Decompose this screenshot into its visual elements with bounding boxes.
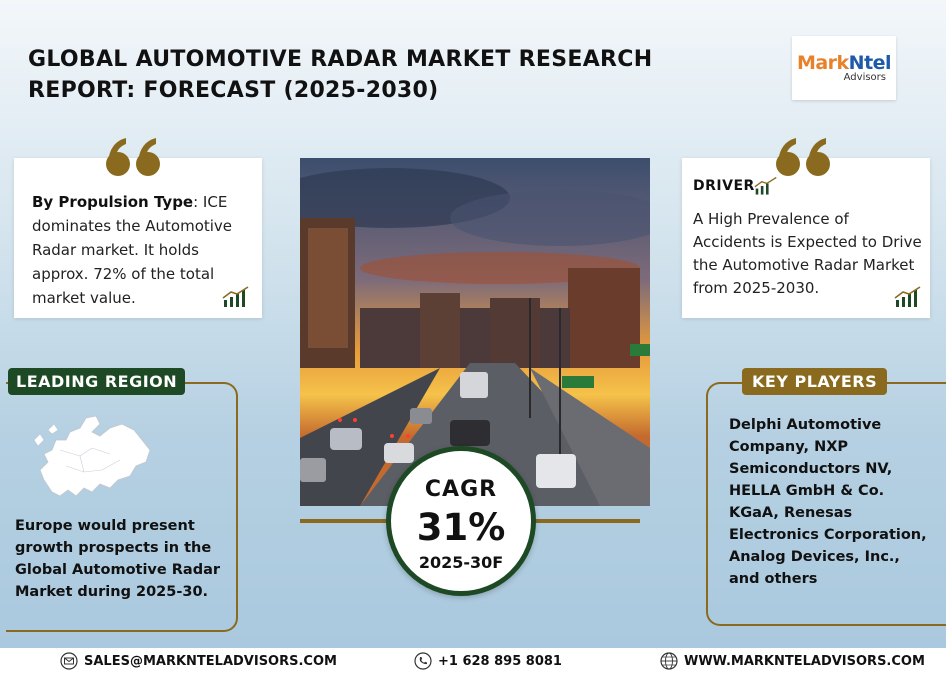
logo-subtitle: Advisors bbox=[843, 72, 886, 83]
quote-icon bbox=[106, 138, 160, 176]
logo-wordmark: MarkNtel bbox=[796, 52, 892, 74]
mail-icon bbox=[60, 652, 78, 670]
footer-website[interactable]: WWW.MARKNTELADVISORS.COM bbox=[660, 652, 925, 670]
driver-label: DRIVER bbox=[693, 178, 755, 194]
phone-icon bbox=[414, 652, 432, 670]
cagr-label: CAGR bbox=[424, 477, 498, 502]
globe-icon bbox=[660, 652, 678, 670]
quote-icon bbox=[776, 138, 830, 176]
region-tag: LEADING REGION bbox=[8, 368, 186, 395]
footer-phone-text[interactable]: +1 628 895 8081 bbox=[438, 653, 562, 669]
europe-map-icon bbox=[33, 415, 151, 497]
cagr-period: 2025-30F bbox=[418, 553, 504, 572]
propulsion-text: By Propulsion Type: ICE dominates the Au… bbox=[32, 193, 233, 307]
footer-email[interactable]: SALES@MARKNTELADVISORS.COM bbox=[60, 652, 337, 670]
footer-website-text[interactable]: WWW.MARKNTELADVISORS.COM bbox=[684, 653, 925, 669]
page-title: GLOBAL AUTOMOTIVE RADAR MARKET RESEARCH … bbox=[28, 47, 653, 103]
driver-card: DRIVER A High Prevalence of Accidents is… bbox=[682, 158, 930, 318]
cagr-badge: CAGR 31% 2025-30F bbox=[386, 446, 536, 596]
region-text: Europe would present growth prospects in… bbox=[15, 518, 221, 600]
growth-bars-icon bbox=[222, 286, 249, 307]
footer: SALES@MARKNTELADVISORS.COM +1 628 895 80… bbox=[0, 648, 946, 674]
footer-email-text[interactable]: SALES@MARKNTELADVISORS.COM bbox=[84, 653, 337, 669]
highway-photo bbox=[300, 158, 650, 506]
players-tag: KEY PLAYERS bbox=[742, 368, 888, 395]
driver-text: A High Prevalence of Accidents is Expect… bbox=[693, 210, 922, 297]
growth-bars-icon bbox=[754, 176, 777, 195]
players-text: Delphi Automotive Company, NXP Semicondu… bbox=[729, 417, 927, 587]
propulsion-card: By Propulsion Type: ICE dominates the Au… bbox=[14, 158, 262, 318]
footer-phone[interactable]: +1 628 895 8081 bbox=[414, 652, 562, 670]
markntel-logo: MarkNtel Advisors bbox=[792, 36, 896, 100]
cagr-value: 31% bbox=[416, 506, 506, 549]
growth-bars-icon bbox=[894, 286, 921, 307]
